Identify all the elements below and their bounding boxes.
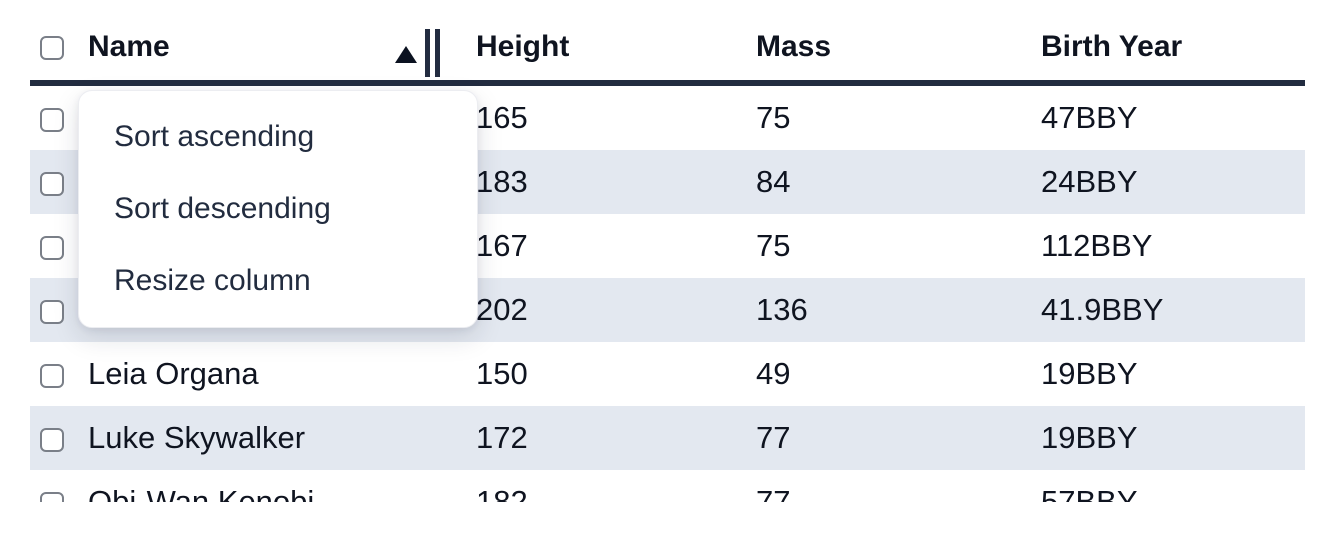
table-row: 167 75 112BBY [30,214,1305,278]
column-header-mass[interactable]: Mass [756,30,1041,64]
row-checkbox[interactable] [40,363,64,388]
row-checkbox-cell [30,292,88,328]
cell-mass: 136 [756,292,808,327]
row-checkbox-cell [30,484,88,502]
cell-birth-year: 47BBY [1041,100,1138,135]
menu-item-sort-ascending[interactable]: Sort ascending [114,120,315,153]
cell-birth-year: 19BBY [1041,356,1138,391]
table-row: 202 136 41.9BBY [30,278,1305,342]
menu-item-resize-column[interactable]: Resize column [114,264,311,297]
column-header-height[interactable]: Height [476,30,756,64]
column-context-menu: Sort ascending Sort descending Resize co… [78,90,478,328]
cell-birth-year: 19BBY [1041,420,1138,455]
column-header-height-label: Height [476,30,570,63]
cell-birth-year: 24BBY [1041,164,1138,199]
table-row: Leia Organa 150 49 19BBY [30,342,1305,406]
cell-height: 167 [476,228,528,263]
cell-mass: 77 [756,484,791,502]
row-checkbox[interactable] [40,235,64,260]
row-checkbox-cell [30,228,88,264]
column-header-birth-year[interactable]: Birth Year [1041,30,1305,64]
cell-height: 150 [476,356,528,391]
cell-height: 172 [476,420,528,455]
row-checkbox[interactable] [40,171,64,196]
row-checkbox[interactable] [40,427,64,452]
row-checkbox-cell [30,164,88,200]
select-all-checkbox[interactable] [40,36,64,61]
row-checkbox[interactable] [40,491,64,502]
header-checkbox-cell [30,30,88,64]
cell-height: 182 [476,484,528,502]
cell-name: Leia Organa [88,356,259,391]
cell-height: 165 [476,100,528,135]
sort-ascending-icon [395,46,417,63]
cell-mass: 75 [756,228,791,263]
column-header-birth-year-label: Birth Year [1041,30,1183,63]
column-resize-handle[interactable] [425,29,440,77]
column-header-name-label: Name [88,30,170,63]
row-checkbox[interactable] [40,107,64,132]
table-row: Obi-Wan Kenobi 182 77 57BBY [30,470,1305,502]
cell-birth-year: 41.9BBY [1041,292,1164,327]
cell-mass: 49 [756,356,791,391]
row-checkbox-cell [30,100,88,136]
table-body: 165 75 47BBY 183 84 24BBY 167 75 112BBY … [30,86,1305,502]
row-checkbox[interactable] [40,299,64,324]
cell-mass: 75 [756,100,791,135]
row-checkbox-cell [30,356,88,392]
column-header-mass-label: Mass [756,30,832,63]
table-row: 165 75 47BBY [30,86,1305,150]
cell-name: Obi-Wan Kenobi [88,484,315,502]
menu-item-sort-descending[interactable]: Sort descending [114,192,331,225]
cell-mass: 84 [756,164,791,199]
data-table: Name Height Mass Birth Year 165 75 47BBY [30,0,1305,502]
table-inner: Name Height Mass Birth Year 165 75 47BBY [30,0,1305,502]
cell-height: 202 [476,292,528,327]
cell-name: Luke Skywalker [88,420,306,455]
cell-birth-year: 57BBY [1041,484,1138,502]
row-checkbox-cell [30,420,88,456]
table-row: Luke Skywalker 172 77 19BBY [30,406,1305,470]
cell-mass: 77 [756,420,791,455]
cell-birth-year: 112BBY [1041,228,1153,263]
column-header-name[interactable]: Name [88,30,476,64]
cell-height: 183 [476,164,528,199]
table-header-row: Name Height Mass Birth Year [30,0,1305,86]
